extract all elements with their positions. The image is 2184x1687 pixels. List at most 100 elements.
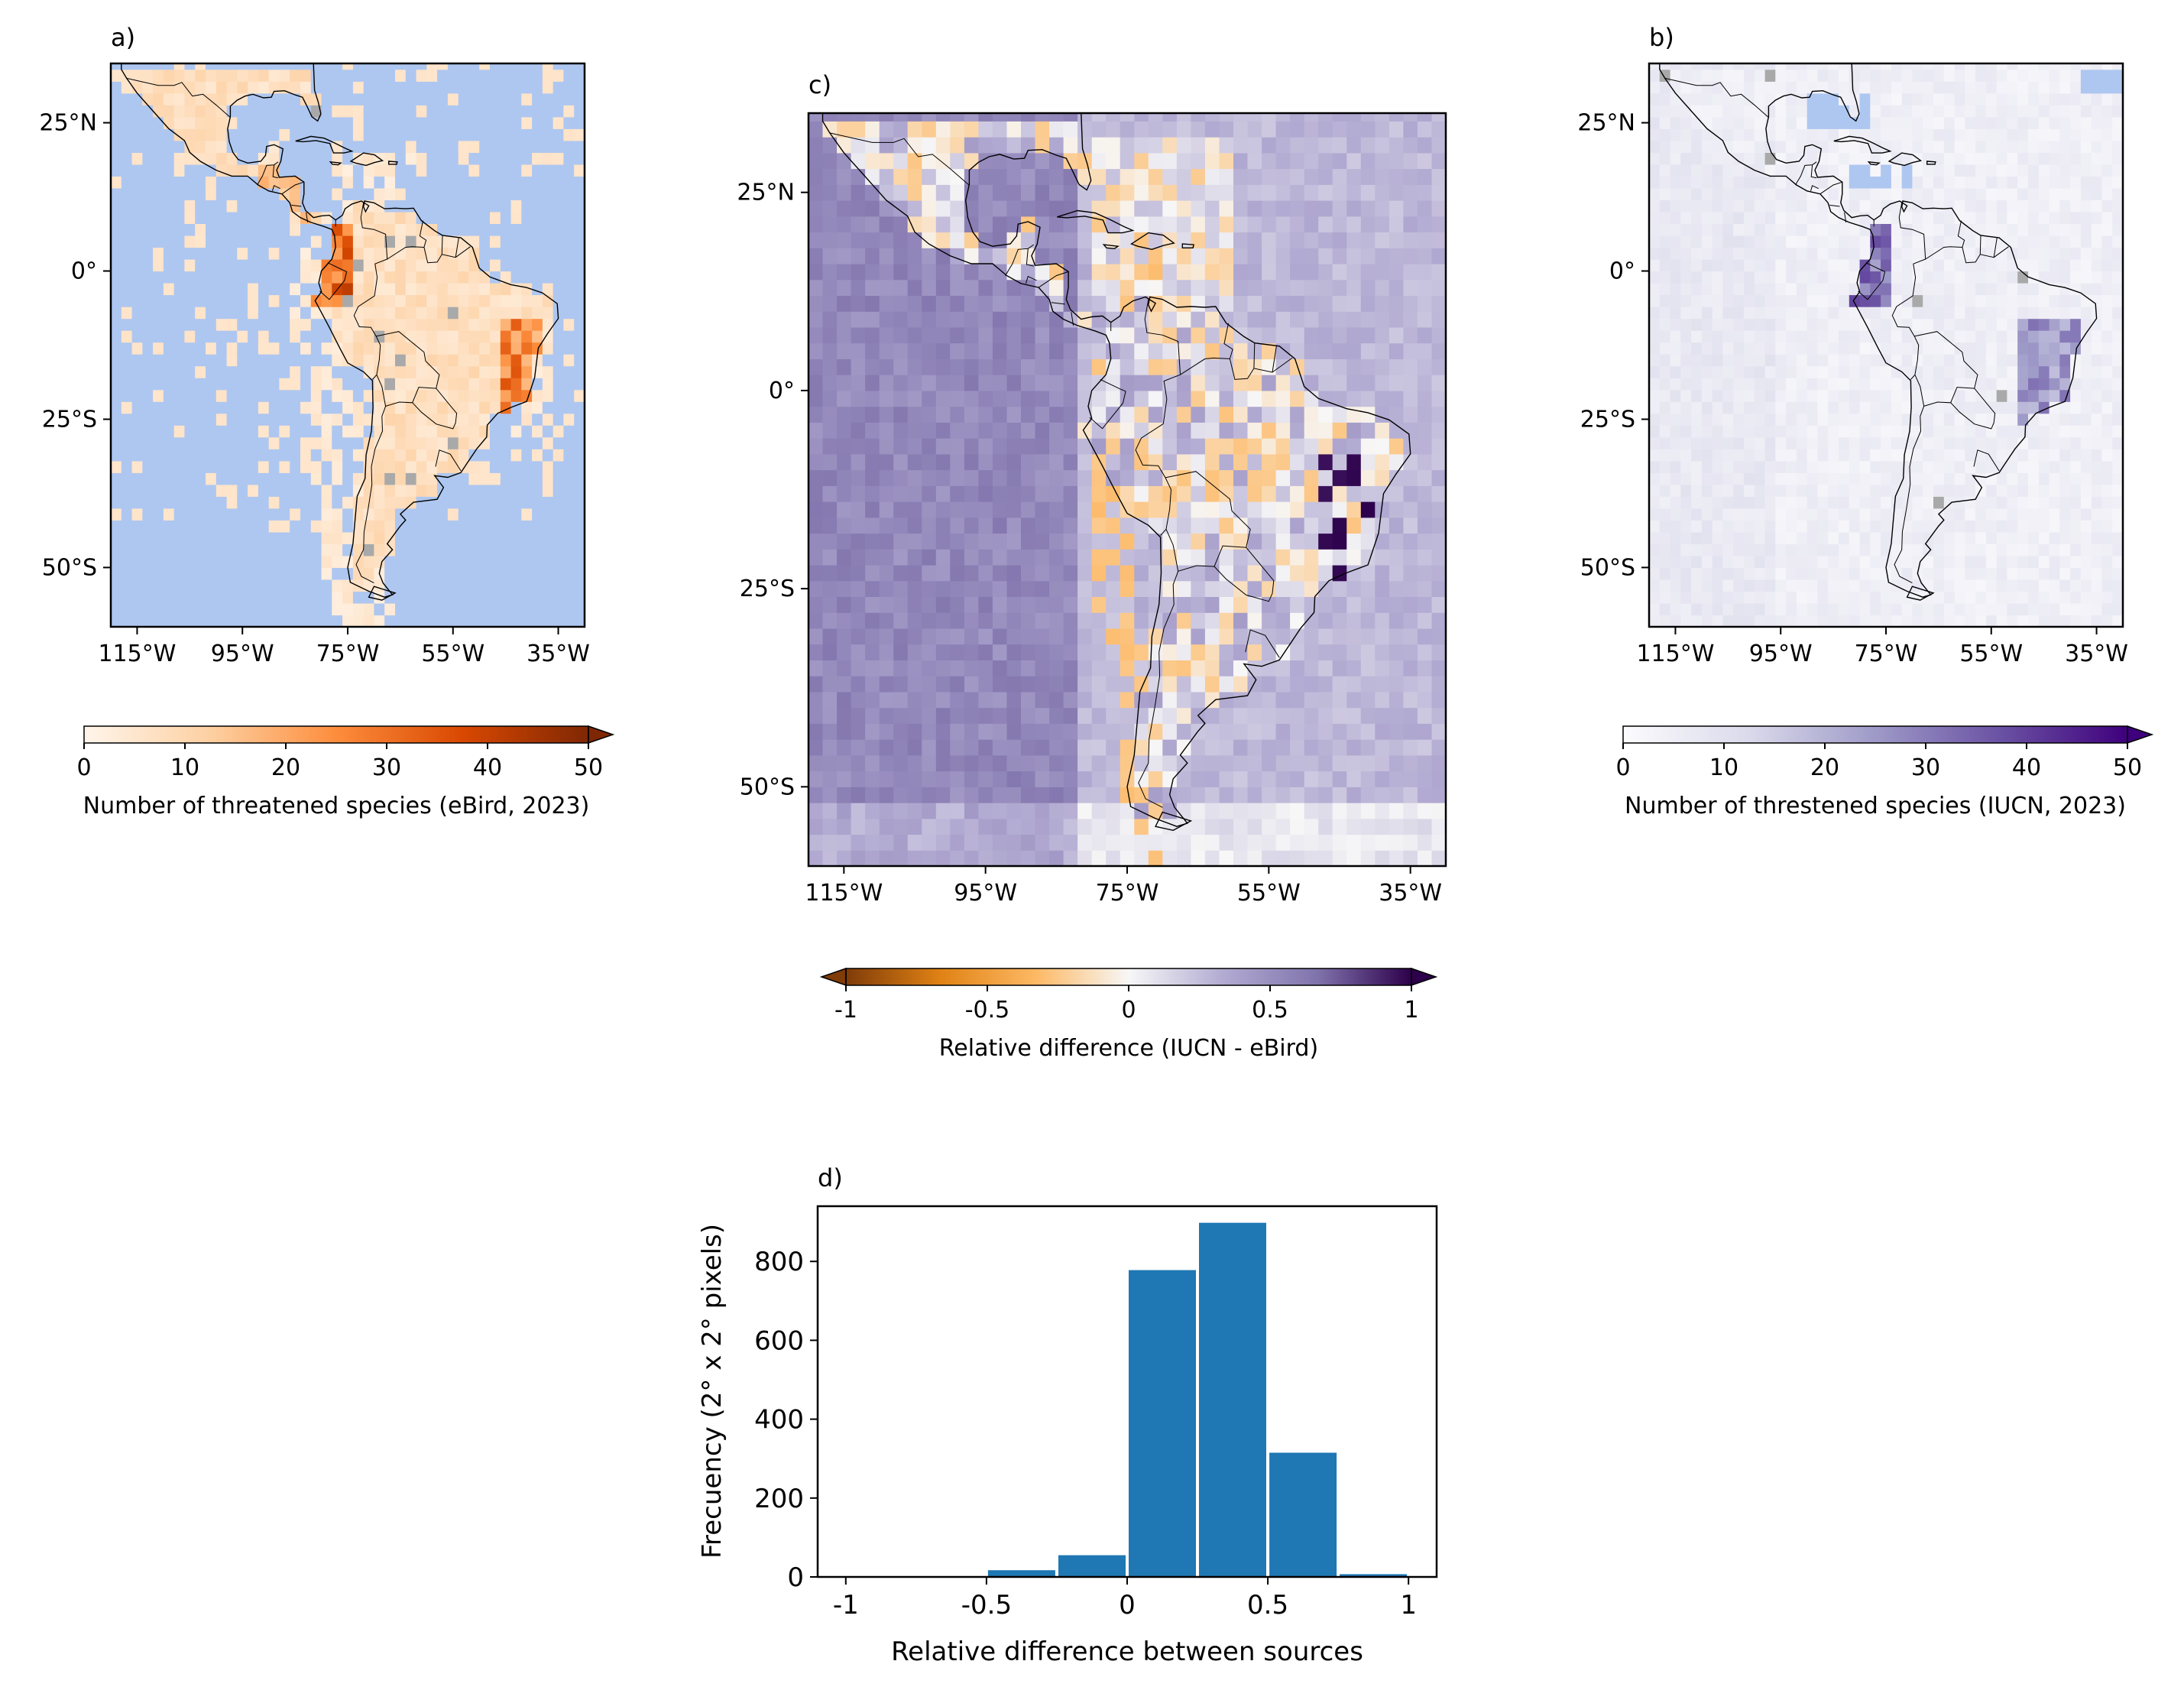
grid-cell (332, 460, 343, 473)
grid-cell (532, 247, 543, 260)
grid-cell (1431, 264, 1446, 281)
grid-cell (447, 235, 459, 248)
grid-cell (1346, 326, 1362, 344)
grid-cell (500, 436, 512, 449)
grid-cell (808, 438, 824, 455)
grid-cell (1680, 92, 1692, 105)
grid-cell (1680, 200, 1692, 212)
grid-cell (992, 739, 1007, 756)
grid-cell (468, 63, 480, 70)
grid-cell (1077, 232, 1093, 248)
grid-cell (1176, 803, 1191, 819)
grid-cell (992, 390, 1007, 407)
grid-cell (426, 508, 438, 521)
grid-cell (363, 81, 375, 94)
grid-cell (1649, 354, 1661, 367)
grid-cell (563, 116, 575, 129)
grid-cell (1431, 549, 1446, 566)
grid-cell (279, 200, 290, 212)
grid-cell (163, 223, 175, 236)
grid-cell (215, 92, 228, 105)
grid-cell (851, 358, 866, 375)
grid-cell (111, 508, 122, 521)
grid-cell (552, 128, 565, 141)
grid-cell (935, 707, 951, 724)
grid-cell (1754, 413, 1766, 426)
colorbar-tick-label: 30 (372, 754, 401, 781)
grid-cell (542, 413, 554, 426)
grid-cell (1233, 168, 1249, 185)
grid-cell (907, 691, 922, 709)
grid-cell (268, 187, 280, 200)
grid-cell (1754, 603, 1766, 616)
grid-cell (978, 453, 993, 471)
grid-cell (1649, 116, 1661, 129)
grid-cell (1290, 469, 1305, 486)
grid-cell (490, 223, 501, 236)
grid-cell (935, 264, 951, 281)
grid-cell (1670, 615, 1681, 627)
grid-cell (310, 81, 322, 94)
grid-cell (964, 754, 979, 772)
grid-cell (1219, 549, 1234, 566)
grid-cell (206, 259, 217, 272)
coastline (1130, 232, 1175, 251)
grid-cell (1091, 168, 1107, 185)
grid-cell (131, 187, 143, 200)
grid-cell (1176, 184, 1191, 201)
grid-cell (490, 389, 501, 402)
grid-cell (1204, 533, 1220, 550)
grid-cell (837, 232, 852, 248)
grid-cell (490, 81, 501, 94)
grid-cell (1701, 211, 1713, 224)
grid-cell (1417, 326, 1432, 344)
grid-cell (447, 472, 459, 485)
grid-cell (1346, 200, 1362, 217)
grid-cell (1091, 787, 1107, 803)
grid-cell (1006, 438, 1022, 455)
grid-cell (447, 567, 459, 580)
panel-a-coastline (121, 63, 559, 601)
grid-cell (922, 517, 937, 534)
grid-cell (542, 330, 554, 343)
grid-cell (1035, 787, 1050, 803)
grid-cell (226, 389, 238, 402)
grid-cell (521, 176, 533, 189)
grid-cell (279, 567, 290, 580)
grid-cell (922, 279, 937, 296)
grid-cell (1006, 834, 1022, 851)
grid-cell (865, 723, 880, 740)
grid-cell (173, 235, 186, 248)
grid-cell (395, 81, 407, 94)
grid-cell (111, 200, 122, 212)
grid-cell (822, 723, 838, 740)
grid-cell (215, 531, 228, 544)
grid-cell (1346, 438, 1362, 455)
grid-cell (1148, 485, 1163, 502)
grid-cell (964, 406, 979, 423)
grid-cell (879, 326, 894, 344)
grid-cell (131, 92, 143, 105)
grid-cell (1431, 311, 1446, 328)
grid-cell (426, 555, 438, 568)
grid-cell (1049, 279, 1064, 296)
grid-cell (1659, 259, 1671, 272)
grid-cell (1191, 137, 1206, 154)
grid-cell (563, 200, 575, 212)
grid-cell (964, 264, 979, 281)
grid-cell (1148, 723, 1163, 740)
grid-cell (437, 176, 449, 189)
grid-cell (310, 425, 322, 438)
grid-cell (1744, 603, 1755, 616)
grid-cell (268, 378, 280, 391)
grid-cell (1701, 436, 1713, 449)
grid-cell (879, 533, 894, 550)
grid-cell (542, 460, 554, 473)
grid-cell (215, 294, 228, 307)
colorbar-frame (83, 725, 589, 744)
grid-cell (532, 567, 543, 580)
grid-cell (1649, 378, 1661, 391)
grid-cell (131, 307, 143, 320)
grid-cell (1318, 691, 1333, 709)
